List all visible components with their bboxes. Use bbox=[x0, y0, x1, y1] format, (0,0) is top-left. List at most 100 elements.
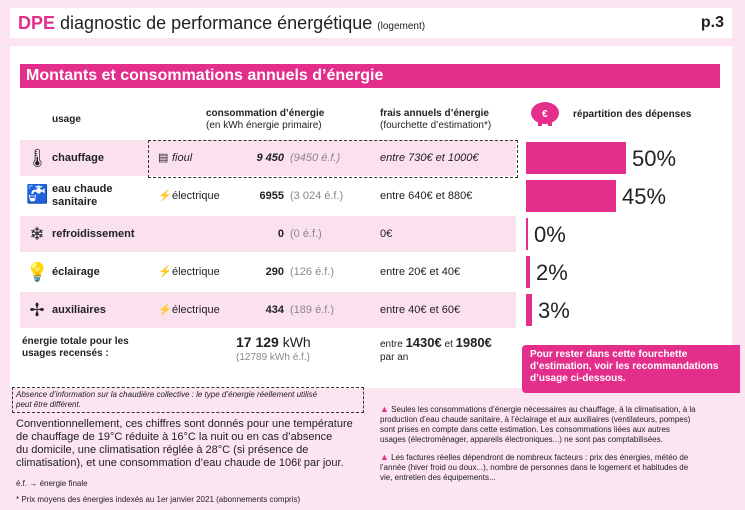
conventional-note: Conventionnellement, ces chiffres sont d… bbox=[16, 418, 353, 470]
conventional-note-l1: Conventionnellement, ces chiffres sont d… bbox=[16, 418, 353, 430]
row-value: 9 450 bbox=[256, 152, 284, 164]
oil-icon: ▤ bbox=[158, 152, 169, 164]
row-ef: (126 é.f.) bbox=[290, 266, 335, 278]
row-value: 434 bbox=[265, 304, 284, 316]
row-chauffage bbox=[20, 140, 516, 176]
total-unit: kWh bbox=[282, 334, 311, 350]
split-bar bbox=[526, 294, 532, 326]
row-energy: électrique bbox=[172, 190, 220, 202]
total-cost-low: 1430€ bbox=[405, 335, 442, 350]
svg-text:€: € bbox=[542, 109, 548, 120]
page-header: DPE diagnostic de performance énergétiqu… bbox=[10, 8, 732, 38]
section-title: Montants et consommations annuels d’éner… bbox=[20, 64, 720, 88]
row-energy: fioul bbox=[172, 152, 193, 164]
row-value: 6955 bbox=[259, 190, 284, 202]
split-percent: 3% bbox=[538, 298, 570, 323]
warning-triangle-icon: ▲ bbox=[380, 452, 389, 462]
total-cost-mid: et bbox=[444, 339, 453, 350]
right-note-2-l3: vie, entretien des équipements... bbox=[380, 473, 496, 482]
split-bar bbox=[526, 256, 530, 288]
total-label-l2: usages recensés : bbox=[22, 348, 109, 359]
total-label: énergie totale pour les usages recensés … bbox=[22, 336, 129, 360]
page-number: p.3 bbox=[700, 14, 724, 31]
row-energy: électrique bbox=[172, 266, 220, 278]
row-label-l2: sanitaire bbox=[52, 196, 98, 208]
total-cost-high: 1980€ bbox=[455, 335, 492, 350]
col-consumption-l2: (en kWh énergie primaire) bbox=[206, 120, 322, 131]
row-energy: électrique bbox=[172, 304, 220, 316]
col-usage: usage bbox=[52, 114, 81, 125]
prices-note: * Prix moyens des énergies indexés au 1e… bbox=[16, 495, 301, 504]
split-percent: 2% bbox=[536, 260, 568, 285]
row-cost: entre 20€ et 40€ bbox=[380, 266, 461, 278]
conventional-note-l2: de chauffage de 19°C réduite à 16°C la n… bbox=[16, 431, 333, 443]
row-refroidissement bbox=[20, 216, 516, 252]
col-consumption: consommation d’énergie (en kWh énergie p… bbox=[206, 108, 324, 132]
fioul-highlight bbox=[148, 140, 518, 178]
row-ef: (9450 é.f.) bbox=[290, 152, 341, 164]
row-auxiliaires bbox=[20, 292, 516, 328]
row-label: éclairage bbox=[52, 266, 100, 278]
col-split: répartition des dépenses bbox=[573, 109, 692, 120]
right-note-1-l3: sont prises en compte dans cette estimat… bbox=[380, 425, 670, 434]
right-note-2: ▲ Les factures réelles dépendront de nom… bbox=[380, 452, 736, 483]
right-note-1-l2: production d’eau chaude sanitaire, à l’é… bbox=[380, 415, 691, 424]
total-cost-suffix: par an bbox=[380, 352, 409, 363]
total-ef: (12789 kWh é.f.) bbox=[236, 352, 310, 363]
conventional-note-l3: du domicile, une climatisation réglée à … bbox=[16, 444, 309, 456]
row-cost: entre 640€ et 880€ bbox=[380, 190, 473, 202]
right-note-2-l2: l’année (hiver froid ou doux...), nombre… bbox=[380, 463, 689, 472]
snowflake-icon: ❄ bbox=[29, 224, 45, 244]
row-label: auxiliaires bbox=[52, 304, 106, 316]
row-cost: 0€ bbox=[380, 228, 393, 240]
right-note-2-l1: Les factures réelles dépendront de nombr… bbox=[391, 453, 689, 462]
split-percent: 0% bbox=[534, 222, 566, 247]
collective-note-l2: peut être différent. bbox=[16, 400, 81, 409]
ef-note: é.f. → énergie finale bbox=[16, 479, 88, 488]
right-note-1-l4: usages (électroménager, appareils électr… bbox=[380, 435, 663, 444]
conventional-note-l4: climatisation), et une consommation d’ea… bbox=[16, 457, 344, 469]
total-cost-prefix: entre bbox=[380, 339, 403, 350]
row-ef: (3 024 é.f.) bbox=[290, 190, 344, 202]
split-bar bbox=[526, 142, 626, 174]
col-cost: frais annuels d’énergie (fourchette d’es… bbox=[380, 108, 491, 132]
split-bar bbox=[526, 180, 616, 212]
recommendation-callout: Pour rester dans cette fourchette d’esti… bbox=[522, 345, 740, 393]
row-label: eau chaude sanitaire bbox=[52, 183, 113, 209]
document-title: DPE diagnostic de performance énergétiqu… bbox=[18, 13, 425, 34]
lightning-icon: ⚡ bbox=[158, 266, 172, 278]
title-text: diagnostic de performance énergétique bbox=[60, 13, 373, 33]
split-bar bbox=[526, 218, 528, 250]
lightbulb-icon: 💡 bbox=[26, 262, 49, 282]
row-cost: entre 40€ et 60€ bbox=[380, 304, 461, 316]
faucet-icon: 🚰 bbox=[26, 184, 49, 204]
collective-note: Absence d’information sur la chaudière c… bbox=[16, 390, 317, 410]
right-note-1: ▲ Seules les consommations d’énergie néc… bbox=[380, 404, 736, 445]
col-cost-l1: frais annuels d’énergie bbox=[380, 108, 489, 119]
split-percent: 45% bbox=[622, 184, 667, 209]
thermometer-icon: 🌡 bbox=[26, 148, 49, 168]
row-label: refroidissement bbox=[52, 228, 135, 240]
total-value-number: 17 129 bbox=[236, 334, 279, 350]
warning-triangle-icon: ▲ bbox=[380, 404, 389, 414]
row-label-l1: eau chaude bbox=[52, 183, 113, 195]
total-value: 17 129 kWh bbox=[236, 334, 311, 350]
lightning-icon: ⚡ bbox=[158, 304, 172, 316]
row-value: 290 bbox=[265, 266, 284, 278]
lightning-icon: ⚡ bbox=[158, 190, 172, 202]
collective-note-l1: Absence d’information sur la chaudière c… bbox=[16, 390, 318, 399]
row-value: 0 bbox=[277, 228, 284, 240]
col-cost-l2: (fourchette d’estimation*) bbox=[380, 120, 492, 131]
dpe-label: DPE bbox=[18, 13, 56, 33]
fan-icon: ✢ bbox=[29, 300, 45, 320]
row-label: chauffage bbox=[52, 152, 104, 164]
row-ef: (0 é.f.) bbox=[290, 228, 322, 240]
total-label-l1: énergie totale pour les bbox=[22, 336, 129, 347]
piggy-bank-icon: € bbox=[528, 98, 562, 126]
row-cost: entre 730€ et 1000€ bbox=[380, 152, 479, 164]
total-cost: entre 1430€ et 1980€ par an bbox=[380, 336, 492, 364]
col-consumption-l1: consommation d’énergie bbox=[206, 108, 325, 119]
split-percent: 50% bbox=[632, 146, 677, 171]
collective-note-box bbox=[12, 387, 364, 413]
row-ef: (189 é.f.) bbox=[290, 304, 335, 316]
